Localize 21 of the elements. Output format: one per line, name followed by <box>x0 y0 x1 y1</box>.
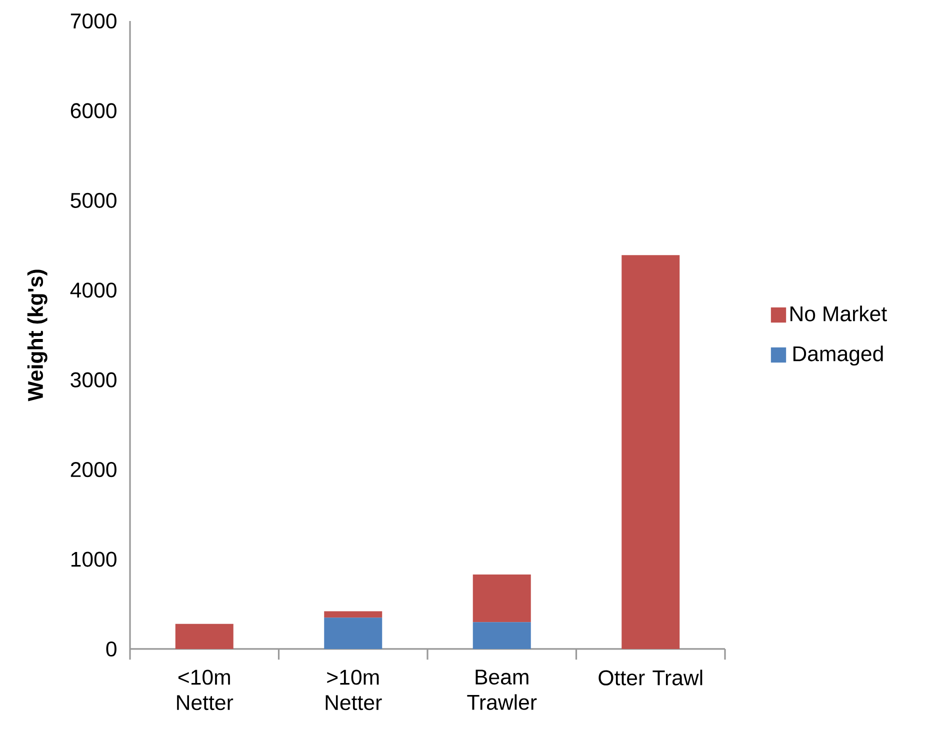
legend-label: No Market <box>790 306 887 322</box>
x-tick-label: Otter Trawl <box>598 670 702 686</box>
y-axis-title: Weight (kg's) <box>27 270 48 402</box>
y-tick-label: 6000 <box>70 103 116 118</box>
y-tick-label: 4000 <box>70 282 116 298</box>
legend-label: Damaged <box>793 346 883 366</box>
y-tick-label: 2000 <box>70 462 116 478</box>
y-tick-label: 5000 <box>70 192 116 208</box>
y-tick-label: 3000 <box>70 372 116 388</box>
x-tick-label: Beam Trawler <box>467 670 537 710</box>
x-tick-label: >10m Netter <box>326 670 382 710</box>
bar <box>324 618 382 649</box>
y-tick-label: 0 <box>106 641 116 657</box>
y-tick-label: 1000 <box>71 552 116 567</box>
x-tick-label: <10m Netter <box>177 670 234 710</box>
bar <box>622 255 680 649</box>
bar <box>472 574 531 622</box>
y-tick-label: 7000 <box>70 13 116 29</box>
bar <box>472 622 531 649</box>
bar <box>324 611 382 618</box>
bar <box>175 624 234 649</box>
